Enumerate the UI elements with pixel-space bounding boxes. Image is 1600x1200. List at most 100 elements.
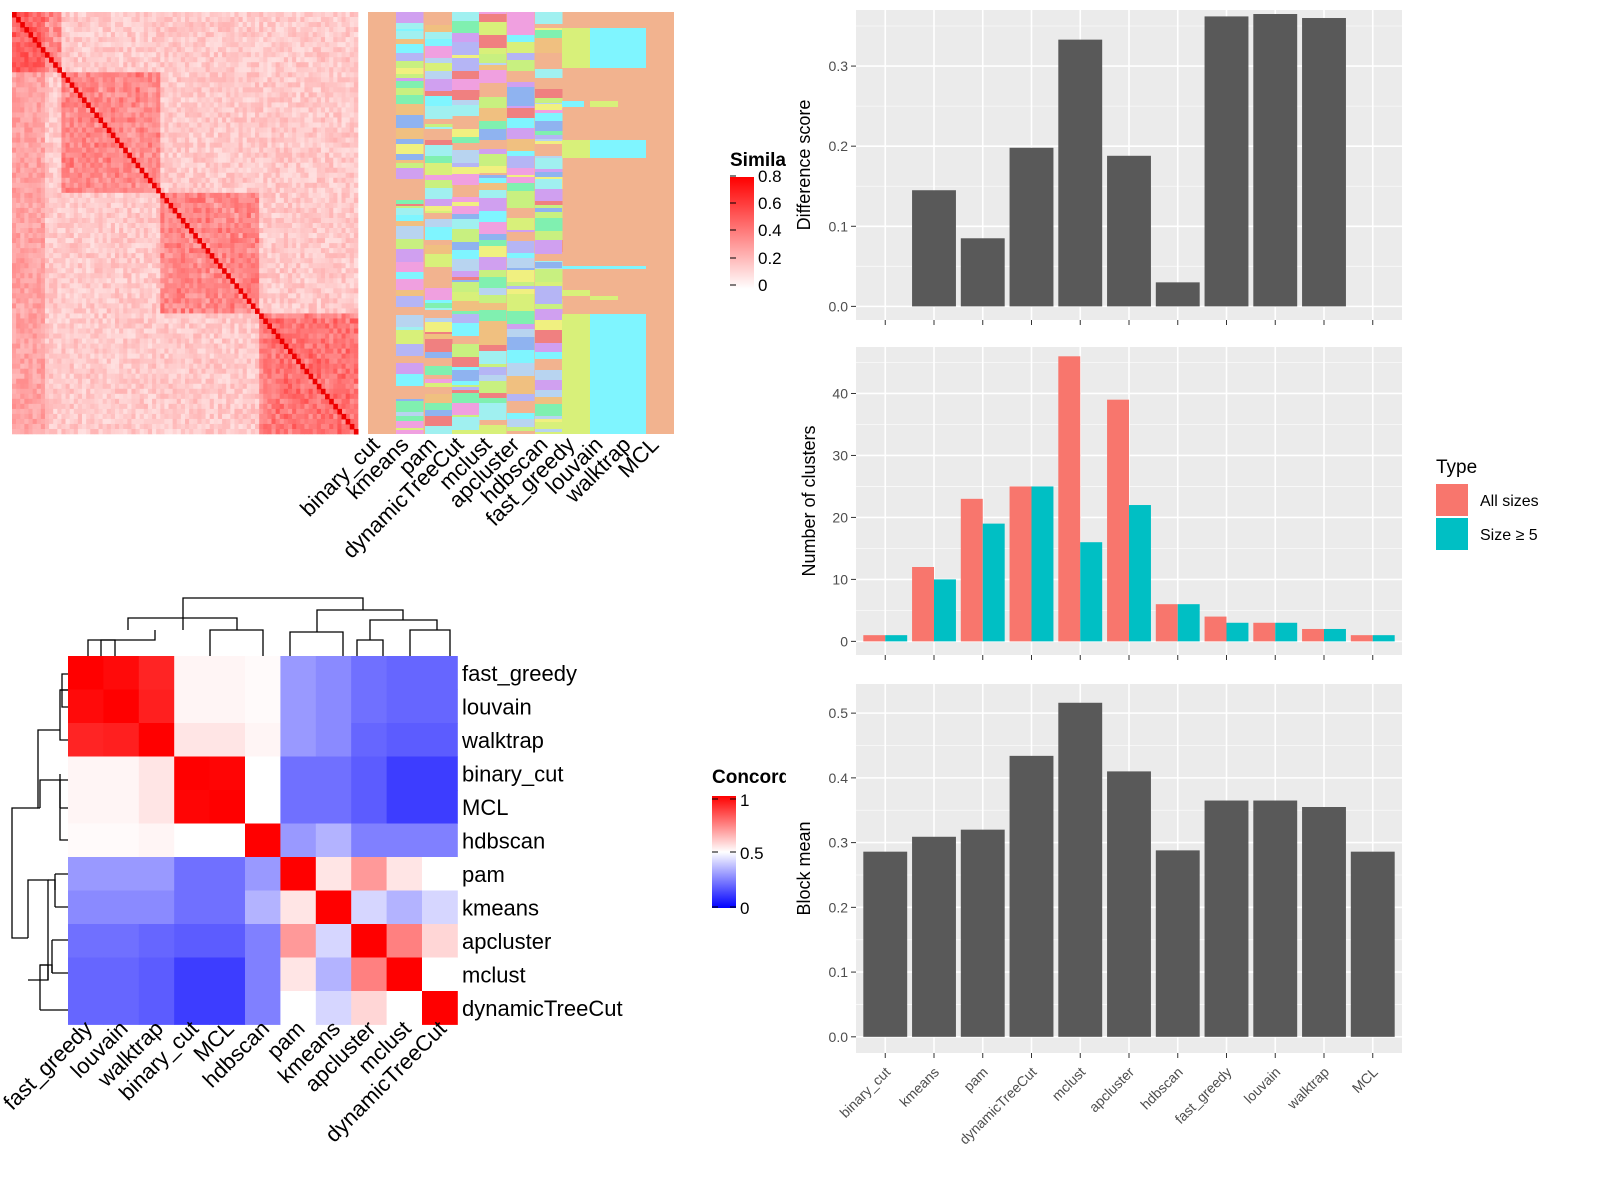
similarity-cell: [90, 27, 95, 33]
similarity-cell: [189, 182, 194, 189]
similarity-cell: [36, 263, 42, 269]
similarity-cell: [49, 223, 54, 229]
similarity-cell: [127, 243, 132, 249]
similarity-cell: [353, 152, 359, 158]
similarity-cell: [242, 112, 248, 118]
similarity-cell: [337, 112, 342, 118]
similarity-cell: [110, 142, 116, 148]
similarity-cell: [176, 167, 182, 174]
similarity-cell: [160, 248, 165, 254]
similarity-cell: [238, 202, 243, 209]
similarity-cell: [16, 223, 21, 229]
similarity-cell: [341, 303, 346, 309]
similarity-cell: [217, 12, 223, 18]
similarity-cell: [304, 122, 309, 128]
similarity-cell: [242, 228, 248, 234]
similarity-cell: [209, 57, 215, 63]
similarity-cell: [102, 177, 108, 184]
similarity-cell: [86, 107, 91, 113]
similarity-cell: [135, 117, 140, 123]
similarity-cell: [143, 258, 149, 264]
similarity-cell: [213, 42, 219, 48]
similarity-cell: [296, 253, 301, 259]
similarity-cell: [193, 197, 198, 204]
similarity-cell: [304, 167, 309, 174]
similarity-cell: [12, 207, 17, 214]
similarity-cell: [341, 263, 346, 269]
similarity-cell: [271, 27, 276, 33]
similarity-cell: [86, 177, 91, 184]
similarity-cell: [98, 223, 103, 229]
similarity-cell: [259, 197, 264, 204]
similarity-cell: [329, 22, 334, 28]
similarity-cell: [40, 268, 46, 274]
similarity-cell: [242, 283, 248, 289]
similarity-cell: [213, 248, 219, 254]
similarity-cell: [12, 67, 17, 73]
similarity-cell: [164, 288, 169, 294]
similarity-cell: [156, 182, 161, 189]
similarity-cell: [312, 157, 318, 164]
similarity-cell: [300, 238, 305, 244]
similarity-cell: [275, 82, 281, 88]
similarity-cell: [57, 263, 62, 269]
similarity-cell: [168, 228, 173, 234]
similarity-cell: [160, 62, 165, 68]
similarity-cell: [222, 162, 227, 169]
similarity-cell: [345, 273, 351, 279]
similarity-cell: [139, 238, 145, 244]
similarity-cell: [234, 77, 239, 83]
similarity-cell: [337, 97, 342, 103]
similarity-cell: [205, 283, 211, 289]
similarity-cell: [164, 238, 169, 244]
similarity-cell: [333, 77, 338, 83]
similarity-cell: [201, 202, 206, 209]
similarity-cell: [283, 217, 289, 224]
similarity-cell: [44, 42, 50, 48]
similarity-cell: [275, 217, 281, 224]
similarity-cell: [263, 253, 268, 259]
similarity-cell: [185, 288, 190, 294]
similarity-cell: [24, 37, 29, 43]
similarity-cell: [345, 57, 351, 63]
similarity-cell: [349, 248, 355, 254]
similarity-cell: [230, 12, 235, 18]
similarity-cell: [201, 212, 206, 219]
similarity-cell: [226, 223, 231, 229]
similarity-cell: [32, 263, 38, 269]
similarity-cell: [172, 157, 178, 164]
similarity-cell: [230, 177, 235, 184]
similarity-cell: [197, 192, 202, 199]
similarity-cell: [193, 217, 198, 224]
similarity-cell: [308, 238, 313, 244]
similarity-cell: [40, 77, 46, 83]
similarity-cell: [176, 217, 182, 224]
similarity-cell: [12, 32, 17, 38]
similarity-cell: [44, 278, 50, 284]
similarity-cell: [275, 152, 281, 158]
similarity-cell: [304, 288, 309, 294]
similarity-cell: [329, 293, 334, 299]
similarity-cell: [176, 112, 182, 118]
similarity-cell: [259, 268, 264, 274]
similarity-cell: [267, 37, 272, 43]
similarity-cell: [156, 238, 161, 244]
similarity-cell: [279, 42, 285, 48]
similarity-cell: [119, 22, 124, 28]
similarity-cell: [16, 57, 21, 63]
similarity-cell: [32, 288, 38, 294]
similarity-cell: [238, 293, 243, 299]
similarity-cell: [143, 182, 149, 189]
similarity-cell: [213, 253, 219, 259]
similarity-cell: [329, 52, 334, 58]
similarity-cell: [102, 243, 108, 249]
similarity-cell: [325, 258, 330, 264]
similarity-cell: [69, 182, 75, 189]
similarity-cell: [164, 67, 169, 73]
similarity-cell: [16, 228, 21, 234]
similarity-cell: [16, 92, 21, 98]
similarity-cell: [242, 132, 248, 138]
similarity-cell: [255, 127, 260, 133]
similarity-cell: [255, 177, 260, 184]
similarity-cell: [283, 162, 289, 169]
